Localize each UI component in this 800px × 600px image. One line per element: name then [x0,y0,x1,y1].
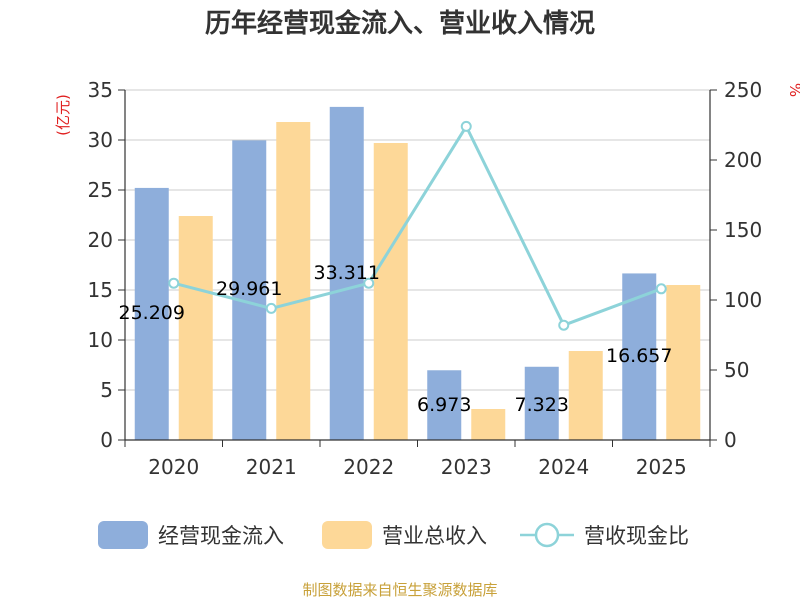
ratio-point [460,120,472,132]
legend-label: 营业总收入 [382,524,487,548]
right-tick-label: 0 [724,428,737,452]
legend: 经营现金流入 营业总收入 营收现金比 [98,521,689,549]
left-tick-label: 35 [88,78,113,102]
bar-cash-inflow [524,366,559,440]
ratio-point [558,319,570,331]
right-tick-label: 100 [724,288,762,312]
legend-marker [534,522,560,548]
bar-data-label: 6.973 [417,394,471,416]
left-tick-label: 15 [88,278,113,302]
ratio-point [655,283,667,295]
right-axis-unit: % [786,83,800,97]
bar-revenue [178,216,213,440]
ratio-point [168,277,180,289]
bar-cash-inflow [134,187,169,440]
bar-data-label: 33.311 [314,262,380,284]
bars-group [134,106,701,440]
chart-title: 历年经营现金流入、营业收入情况 [205,8,595,39]
right-tick-label: 50 [724,358,749,382]
bar-revenue [276,122,311,440]
left-tick-label: 25 [88,178,113,202]
data-labels: 25.209 29.961 33.311 6.973 7.323 16.657 [119,262,673,416]
bar-cash-inflow [427,370,462,440]
x-tick-label: 2025 [636,455,687,479]
bar-revenue [666,285,701,440]
x-tick-label: 2022 [343,455,394,479]
ratio-point [363,277,375,289]
bar-revenue [471,409,506,440]
gridlines [125,89,710,391]
bar-cash-inflow [232,140,267,440]
ratio-point [265,302,277,314]
bar-data-label: 7.323 [515,394,569,416]
left-tick-label: 5 [100,378,113,402]
right-tick-label: 150 [724,218,762,242]
left-tick-label: 30 [88,128,113,152]
x-tick-label: 2020 [148,455,199,479]
right-tick-label: 250 [724,78,762,102]
x-tick-label: 2023 [441,455,492,479]
left-tick-label: 0 [100,428,113,452]
left-tick-label: 20 [88,228,113,252]
bar-data-label: 25.209 [119,302,185,324]
legend-swatch [322,521,372,549]
legend-label: 经营现金流入 [158,524,284,548]
line-group [168,120,667,331]
right-tick-label: 200 [724,148,762,172]
source-note: 制图数据来自恒生聚源数据库 [302,581,497,599]
left-tick-label: 10 [88,328,113,352]
bar-data-label: 16.657 [606,345,672,367]
left-axis-unit: (亿元) [54,94,72,136]
legend-swatch [98,521,148,549]
x-tick-label: 2024 [538,455,589,479]
bar-cash-inflow [329,106,364,440]
bar-data-label: 29.961 [216,278,282,300]
bar-revenue [568,351,603,440]
x-tick-label: 2021 [246,455,297,479]
ratio-line [173,123,662,328]
bar-revenue [373,143,408,440]
legend-label: 营收现金比 [584,524,689,548]
